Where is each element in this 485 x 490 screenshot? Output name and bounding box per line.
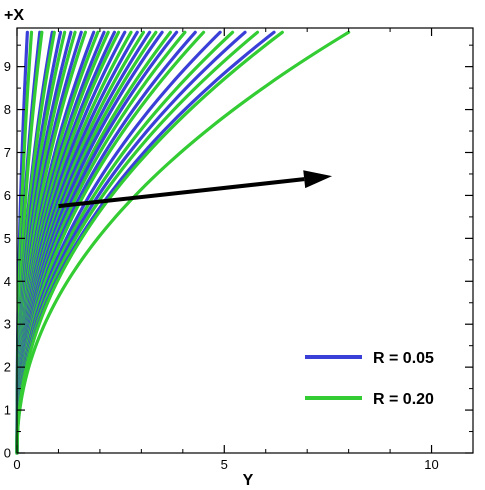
y-tick-label: 0 — [4, 446, 11, 461]
y-tick-label: 7 — [4, 145, 11, 160]
y-tick-label: 9 — [4, 59, 11, 74]
x-tick-label: 0 — [13, 457, 20, 472]
legend-label: R = 0.05 — [373, 350, 434, 367]
y-tick-label: 1 — [4, 403, 11, 418]
y-axis-title: +X — [4, 7, 24, 24]
y-tick-label: 4 — [4, 274, 11, 289]
labels-layer: 0 5 10 0 1 2 3 4 5 6 7 8 9 Y +X — [4, 7, 439, 489]
x-tick-label: 10 — [424, 457, 438, 472]
y-tick-label: 3 — [4, 317, 11, 332]
arrow-shaft — [58, 177, 305, 209]
annotation-layer — [58, 170, 333, 209]
y-tick-label: 5 — [4, 231, 11, 246]
x-axis-title: Y — [243, 472, 254, 489]
plot-frame — [16, 27, 474, 454]
legend: R = 0.05 R = 0.20 — [305, 350, 434, 408]
curve-r020-18 — [15, 30, 351, 455]
y-tick-label: 6 — [4, 188, 11, 203]
arrow-head — [303, 170, 333, 189]
ticks-layer — [16, 28, 473, 454]
legend-label: R = 0.20 — [373, 391, 434, 408]
y-tick-label: 2 — [4, 360, 11, 375]
curves-layer — [15, 30, 351, 455]
y-tick-label: 8 — [4, 102, 11, 117]
x-tick-label: 5 — [221, 457, 228, 472]
